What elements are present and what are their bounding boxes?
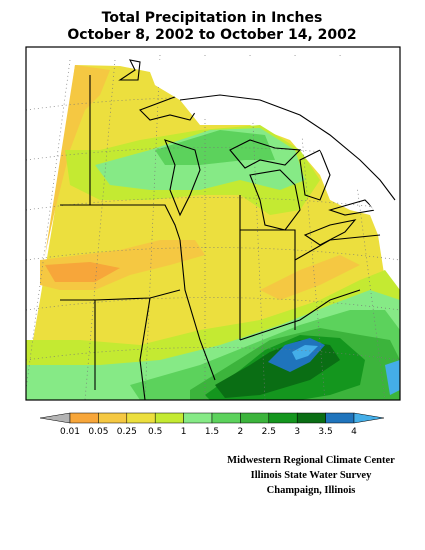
colorbar-segment <box>126 412 156 424</box>
colorbar-label: 0.01 <box>60 427 80 437</box>
colorbar-segment <box>183 412 213 424</box>
border <box>179 94 396 201</box>
credit-line-1: Midwestern Regional Climate Center <box>227 455 395 466</box>
precip-zone <box>155 130 275 165</box>
precip-zone <box>260 255 360 300</box>
colorbar-segment <box>240 412 270 424</box>
credit-line-3: Champaign, Illinois <box>267 485 356 496</box>
graticule <box>26 54 400 400</box>
colorbar-label: 2.5 <box>262 427 276 437</box>
colorbar-label: 3.5 <box>318 427 332 437</box>
colorbar-end <box>353 412 385 424</box>
colorbar-label: 4 <box>351 427 357 437</box>
colorbar-end <box>39 412 71 424</box>
colorbar-label: 3 <box>294 427 300 437</box>
precip-zone <box>385 360 400 395</box>
colorbar-label: 0.25 <box>117 427 137 437</box>
colorbar-segment <box>325 412 355 424</box>
precip-zone <box>45 262 120 282</box>
colorbar-segment <box>211 412 241 424</box>
colorbar-label: 2 <box>238 427 244 437</box>
title-line-2: October 8, 2002 to October 14, 2002 <box>67 27 356 43</box>
credit-line-2: Illinois State Water Survey <box>251 470 372 481</box>
colorbar-segment <box>69 412 99 424</box>
colorbar-segment <box>154 412 184 424</box>
colorbar: 0.01 0.05 0.25 0.5 1 1.5 2 2.5 3 3.5 4 <box>39 412 385 437</box>
precip-zone <box>45 65 110 255</box>
colorbar-label: 1 <box>181 427 187 437</box>
colorbar-label: 0.5 <box>148 427 162 437</box>
precip-zone <box>292 345 318 360</box>
colorbar-label: 0.05 <box>88 427 108 437</box>
map-frame <box>25 46 401 401</box>
colorbar-segment <box>296 412 326 424</box>
canada <box>150 55 400 215</box>
colorbar-segment <box>268 412 298 424</box>
map <box>25 46 401 401</box>
lake-outline <box>118 59 377 246</box>
colorbar-segment <box>98 412 128 424</box>
colorbar-label: 1.5 <box>205 427 219 437</box>
title-line-1: Total Precipitation in Inches <box>102 10 323 26</box>
